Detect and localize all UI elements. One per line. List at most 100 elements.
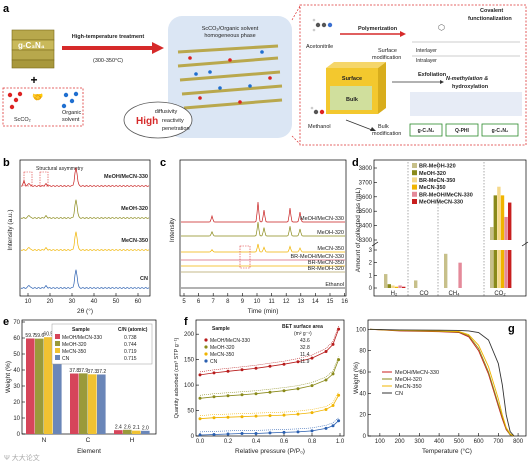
gcn4-block-illustration: g-C₃N₄	[11, 29, 55, 69]
e-bar	[26, 338, 35, 434]
f-series-line	[199, 328, 339, 376]
e-table-header-cn: C/N (atomic)	[118, 327, 148, 333]
panel-c-traces: MeOH/MeCN-330 MeOH-320 MeCN-350 BR-MeOH/MeC…	[181, 201, 345, 289]
d-legend-swatch	[412, 163, 417, 168]
cloud-high: High	[136, 116, 158, 127]
c-series-label: BR-MeOH/MeCN-330	[291, 254, 344, 260]
f-header-unit: (m² g⁻¹)	[294, 331, 312, 337]
g-legend-label: MeOH-320	[395, 377, 422, 383]
c-xtick-label: 10	[254, 299, 261, 305]
f-point	[226, 432, 230, 436]
f-table-sample: CN	[210, 359, 218, 365]
g-series-line	[369, 328, 515, 437]
e-bar	[35, 338, 44, 434]
e-bar-label: 2.0	[142, 425, 149, 431]
f-point	[331, 372, 335, 376]
c-series-label: MeOH/MeCN-330	[300, 216, 344, 222]
e-table-swatch	[55, 348, 60, 353]
e-ytick-label: 30	[13, 384, 20, 390]
e-bar-label: 2.4	[115, 425, 122, 431]
e-ytick-label: 60	[13, 336, 20, 342]
f-point	[331, 404, 335, 407]
b-trace	[20, 231, 150, 251]
c-xtick-label: 6	[197, 299, 201, 305]
d-bar-lower-part	[500, 250, 505, 288]
g-xtick-label: 200	[395, 439, 406, 445]
f-point	[226, 394, 230, 398]
b-series-label: MeOH/MeCN-330	[104, 174, 148, 180]
f-table-bet: 43.6	[300, 338, 310, 344]
polymerization-label: Polymerization	[358, 26, 398, 32]
scco2-label: ScCO₂	[14, 117, 31, 123]
panel-b-axes	[19, 159, 151, 297]
panel-e-xlabel: Element	[77, 448, 101, 455]
e-bar	[44, 337, 53, 434]
g-xtick-label: 700	[493, 439, 504, 445]
f-point	[212, 416, 216, 420]
e-bar-label: 37.9	[78, 368, 88, 374]
d-ytick-label: 3800	[359, 166, 373, 172]
f-point	[296, 412, 300, 416]
e-bar-label: 2.1	[133, 425, 140, 431]
d-bar	[497, 186, 501, 240]
f-point	[254, 392, 258, 396]
phase-title-2: homogeneous phase	[204, 33, 255, 39]
c-series-label: BR-MeOH-320	[308, 266, 344, 272]
e-table-swatch	[55, 334, 60, 339]
f-table-sample: MeOH/MeCN-330	[210, 338, 250, 344]
f-point	[198, 417, 202, 421]
panel-b-annotation: Structural asymmetry	[36, 166, 84, 172]
g-legend-label: MeOH/MeCN-330	[395, 370, 439, 376]
e-bar	[88, 374, 97, 434]
f-point	[268, 431, 272, 435]
f-point	[282, 413, 286, 417]
e-category-label: N	[42, 437, 47, 444]
panel-g-ticks: 100 200 300 400 500 600 700 800 0 20 40 60 80 100	[356, 327, 524, 445]
f-point	[331, 342, 335, 346]
panel-c-label: c	[160, 157, 166, 169]
b-xtick-label: 50	[113, 299, 120, 305]
panel-b-traces: MeOH/MeCN-330 MeOH-320 MeCN-350 CN	[20, 167, 150, 289]
panel-d-ylabel: Amount of collected gas (mL)	[355, 188, 362, 273]
watermark: Ψ 大大论文	[4, 453, 40, 462]
d-bar	[391, 285, 395, 288]
g-ytick-label: 80	[359, 349, 366, 355]
plus-sign: +	[30, 73, 37, 87]
panel-d-label: d	[352, 157, 359, 169]
f-point	[212, 433, 216, 436]
f-point	[268, 390, 272, 394]
f-table-marker	[204, 338, 208, 342]
f-point	[324, 350, 328, 353]
f-header-bet: BET surface area	[282, 324, 323, 330]
f-xtick-label: 1.0	[336, 439, 345, 445]
b-trace	[20, 167, 150, 187]
c-xtick-label: 16	[341, 299, 348, 305]
f-xtick-label: 0.8	[308, 439, 317, 445]
d-group-label: H₂	[391, 291, 398, 297]
panel-g-label: g	[508, 323, 515, 335]
methanol-label: Methanol	[308, 124, 331, 130]
triazine-molecule-icon: ⬡	[438, 23, 445, 32]
f-point	[296, 360, 300, 364]
f-point	[310, 356, 314, 360]
panel-b: b Intensity (a.u.) 2θ (°) 10 20 30 40 50 60 S…	[3, 157, 151, 315]
panel-e-bars: N59.759.660.560.7C37.837.937.337.2H2.42.…	[25, 331, 150, 444]
c-xtick-label: 5	[182, 299, 186, 305]
c-series-label: BR-MeCN-350	[308, 260, 344, 266]
e-table-sample: CN	[62, 356, 70, 362]
treatment-label-2: (300-350°C)	[93, 58, 123, 64]
f-point	[337, 393, 341, 397]
f-table-sample: MeOH-320	[210, 345, 235, 351]
panel-f-ticks: 0.0 0.2 0.4 0.6 0.8 1.0 0 50 100 150 200	[184, 332, 345, 445]
f-point	[268, 364, 272, 368]
cloud-reactivity: reactivity	[162, 118, 184, 124]
f-header-sample: Sample	[212, 326, 230, 332]
d-ytick-label: 3	[369, 248, 373, 254]
acetonitrile-label: Acetonitrile	[306, 44, 333, 50]
f-table-marker	[204, 359, 208, 363]
f-table-marker	[204, 352, 208, 356]
bulk-label: Bulk	[346, 97, 359, 103]
e-bar-label: 2.6	[124, 424, 131, 430]
panel-b-label: b	[3, 157, 10, 169]
